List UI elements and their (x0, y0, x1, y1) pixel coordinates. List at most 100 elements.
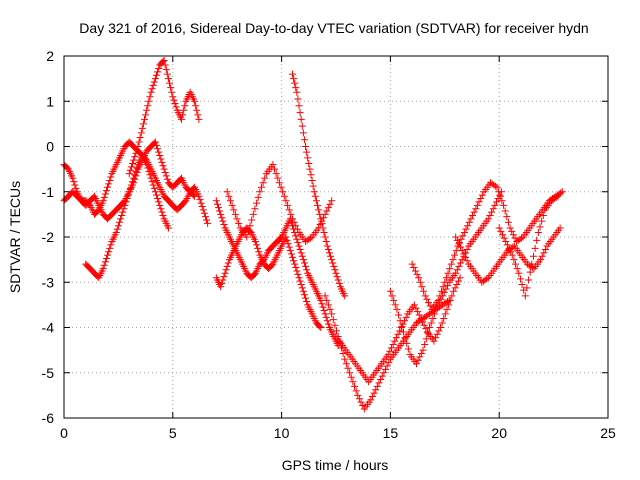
x-axis-label: GPS time / hours (282, 457, 389, 473)
data-point (430, 310, 438, 318)
data-point (412, 304, 420, 312)
data-point (321, 233, 329, 241)
data-point (112, 228, 120, 236)
data-point (152, 191, 160, 199)
data-point (529, 252, 537, 260)
data-point (154, 68, 162, 76)
data-point (129, 178, 137, 186)
data-point (298, 252, 306, 260)
data-point (279, 188, 287, 196)
data-point (218, 279, 226, 287)
data-point (146, 93, 154, 101)
data-point (221, 269, 229, 277)
data-point (292, 84, 300, 92)
data-point (99, 265, 107, 273)
data-point (459, 232, 467, 240)
data-point (505, 244, 513, 252)
data-point (402, 313, 410, 321)
data-point (222, 266, 230, 274)
data-point (421, 292, 429, 300)
data-point (539, 212, 547, 220)
data-point (285, 243, 293, 251)
data-point (392, 334, 400, 342)
data-point (393, 305, 401, 313)
data-point (141, 115, 149, 123)
data-point (500, 234, 508, 242)
ticks-layer: 0 5 10 15 20 25 -6 -5 -4 -3 -2 -1 0 1 2 (42, 48, 616, 441)
data-point (197, 199, 205, 207)
data-point (163, 175, 171, 183)
data-point (507, 248, 515, 256)
x-tick-label: 5 (169, 425, 177, 441)
data-point (367, 396, 375, 404)
data-point (305, 159, 313, 167)
data-point (309, 182, 317, 190)
data-point (164, 224, 172, 232)
data-point (510, 256, 518, 264)
data-point (166, 79, 174, 87)
data-point (142, 111, 150, 119)
data-point (297, 115, 305, 123)
data-point (502, 238, 510, 246)
data-point (160, 57, 168, 65)
data-point (528, 260, 536, 268)
data-point (269, 161, 277, 169)
data-point (316, 322, 324, 330)
data-point (472, 205, 480, 213)
data-point (388, 292, 396, 300)
data-point (414, 356, 422, 364)
data-point (113, 225, 121, 233)
data-point (303, 148, 311, 156)
data-point (226, 197, 234, 205)
data-point (387, 344, 395, 352)
data-point (415, 274, 423, 282)
data-point (492, 198, 500, 206)
data-point (201, 213, 209, 221)
y-tick-label: -3 (42, 274, 55, 290)
data-point (452, 233, 460, 241)
data-point (528, 264, 536, 272)
x-tick-label: 25 (600, 425, 616, 441)
data-point (512, 260, 520, 268)
data-point (333, 327, 341, 335)
data-point (467, 215, 475, 223)
data-point (125, 188, 133, 196)
data-point (418, 283, 426, 291)
data-point (410, 264, 418, 272)
data-point (455, 240, 463, 248)
data-point (354, 391, 362, 399)
data-point (378, 372, 386, 380)
data-point (396, 327, 404, 335)
data-point (220, 273, 228, 281)
data-point (404, 345, 412, 353)
data-point (299, 287, 307, 295)
data-point (102, 254, 110, 262)
data-point (143, 161, 151, 169)
data-point (127, 163, 135, 171)
data-point (212, 197, 220, 205)
data-point (152, 141, 160, 149)
data-point (500, 201, 508, 209)
data-point (436, 324, 444, 331)
data-point (291, 260, 299, 268)
data-point (146, 171, 154, 179)
data-point (416, 278, 424, 286)
data-point (145, 167, 153, 175)
data-point (538, 252, 546, 260)
data-point (401, 334, 409, 342)
data-point (300, 259, 308, 267)
data-point (410, 301, 418, 309)
data-point (219, 276, 227, 284)
data-point (513, 265, 521, 273)
data-point (192, 102, 200, 110)
data-point (282, 197, 290, 205)
data-point (384, 351, 392, 359)
data-point (389, 340, 397, 348)
data-point (506, 224, 514, 232)
data-point (370, 389, 378, 397)
data-point (302, 143, 310, 150)
data-point (394, 330, 402, 338)
y-tick-label: -6 (42, 410, 55, 426)
y-tick-label: -4 (42, 320, 55, 336)
